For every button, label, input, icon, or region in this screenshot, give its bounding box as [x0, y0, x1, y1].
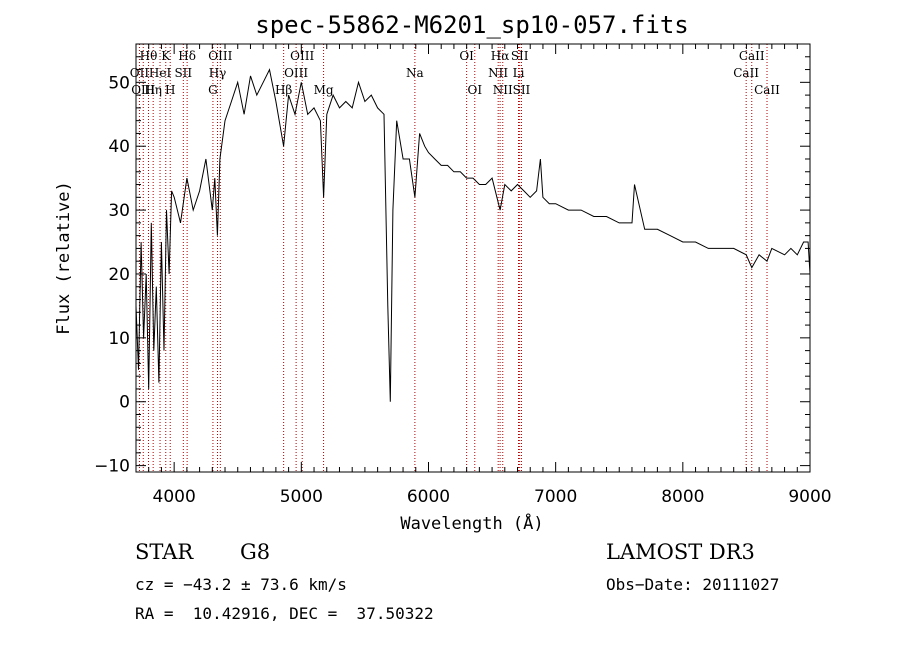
- line-label-4: HeI: [149, 66, 172, 80]
- line-label-7: SII: [174, 66, 192, 80]
- x-tick-label-7000: 7000: [534, 487, 577, 507]
- flux-series-line: [136, 70, 810, 402]
- line-label-24: SII: [513, 83, 531, 97]
- line-label-3: Hη: [144, 83, 162, 97]
- line-label-17: OI: [459, 49, 474, 63]
- line-label-13: OIII: [284, 66, 308, 80]
- line-label-25: CaII: [733, 66, 759, 80]
- line-label-1: OII: [130, 66, 150, 80]
- line-label-10: Hγ: [209, 66, 227, 80]
- x-tick-label-6000: 6000: [407, 487, 450, 507]
- line-label-14: OIII: [290, 49, 314, 63]
- y-tick-label-10: 10: [108, 329, 130, 349]
- line-label-19: NII: [488, 66, 508, 80]
- line-label-27: CaII: [754, 83, 780, 97]
- x-tick-label-5000: 5000: [280, 487, 323, 507]
- y-tick-label-40: 40: [108, 137, 130, 157]
- line-label-21: NII: [493, 83, 513, 97]
- y-axis-label: Flux (relative): [54, 181, 74, 335]
- line-label-22: SII: [511, 49, 529, 63]
- line-label-12: Hβ: [275, 83, 292, 97]
- line-markers: [139, 44, 767, 472]
- y-tick-label-30: 30: [108, 201, 130, 221]
- survey-name: LAMOST DR3: [606, 540, 755, 564]
- y-tick-label-0: 0: [119, 393, 130, 413]
- line-label-8: Hδ: [178, 49, 196, 63]
- redshift-cz: cz = −43.2 ± 73.6 km/s: [135, 575, 347, 594]
- y-tick-labels: −10 0 10 20 30 40 50: [94, 73, 130, 476]
- x-axis-label: Wavelength (Å): [400, 512, 543, 534]
- axis-ticks: [136, 44, 810, 472]
- obs-date: Obs−Date: 20111027: [606, 575, 779, 594]
- line-label-9: OIII: [208, 49, 232, 63]
- line-label-20: Hα: [491, 49, 510, 63]
- y-tick-label--10: −10: [94, 457, 130, 477]
- ra-dec: RA = 10.42916, DEC = 37.50322: [135, 604, 434, 623]
- line-label-18: OI: [467, 83, 482, 97]
- line-label-15: Mg: [314, 83, 334, 97]
- line-label-6: H: [165, 83, 175, 97]
- line-label-11: G: [208, 83, 218, 97]
- line-label-5: K: [161, 49, 171, 63]
- line-label-23: Li: [513, 66, 525, 80]
- line-label-0: Hθ: [140, 49, 158, 63]
- line-label-16: Na: [406, 66, 424, 80]
- x-tick-label-4000: 4000: [153, 487, 196, 507]
- object-class: STAR: [135, 540, 193, 564]
- x-tick-label-9000: 9000: [788, 487, 831, 507]
- y-tick-label-20: 20: [108, 265, 130, 285]
- x-tick-labels: 4000 5000 6000 7000 8000 9000: [153, 487, 832, 507]
- object-subclass: G8: [240, 540, 270, 564]
- plot-frame: [136, 44, 810, 472]
- y-tick-label-50: 50: [108, 73, 130, 93]
- chart-title: spec-55862-M6201_sp10-057.fits: [255, 11, 688, 39]
- line-label-26: CaII: [739, 49, 765, 63]
- x-tick-label-8000: 8000: [661, 487, 704, 507]
